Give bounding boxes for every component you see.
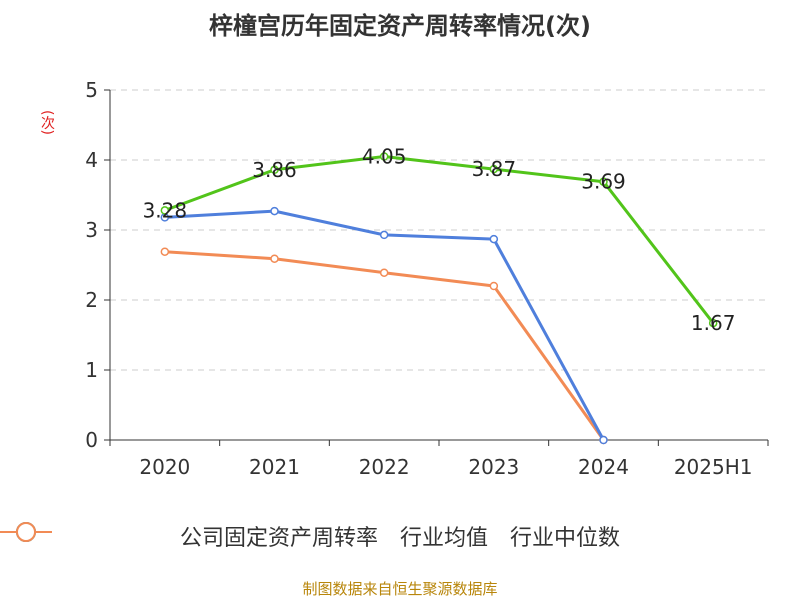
data-point: [160, 247, 170, 256]
data-label: 3.69: [581, 170, 626, 194]
y-tick-label: 5: [85, 78, 98, 102]
data-point: [270, 254, 279, 263]
legend-label-industry-median: 行业中位数: [510, 526, 621, 551]
data-label: 4.05: [362, 145, 407, 169]
data-point: [160, 206, 170, 215]
legend-item-industry-mean[interactable]: 行业均值: [0, 520, 488, 552]
data-point: [489, 164, 499, 174]
data-label: 3.28: [143, 198, 188, 222]
legend-label-industry-mean: 行业均值: [399, 526, 488, 551]
data-point: [379, 152, 389, 161]
x-tick-label: 2022: [359, 455, 410, 479]
series-line-1: [164, 209, 605, 441]
data-label: 3.86: [252, 158, 297, 182]
y-tick-label: 1: [85, 358, 98, 382]
data-label: 1.67: [691, 311, 736, 335]
data-point: [489, 234, 499, 244]
data-source-note: 制图数据来自恒生聚源数据库: [302, 580, 498, 598]
data-point: [379, 230, 389, 240]
y-tick-label: 3: [85, 218, 98, 242]
x-tick-label: 2020: [139, 455, 190, 479]
legend-marker-industry-median: [0, 522, 52, 542]
data-point: [599, 435, 608, 445]
data-point: [599, 177, 608, 186]
y-tick-label: 0: [85, 428, 98, 452]
y-tick-label: 2: [85, 288, 98, 312]
x-tick-label: 2024: [578, 455, 629, 479]
x-tick-label: 2023: [468, 455, 519, 479]
data-point: [489, 281, 499, 291]
y-axis-label: (次): [39, 110, 55, 135]
series-line-0: [164, 155, 715, 325]
data-point: [270, 165, 279, 175]
x-tick-label: 2025H1: [674, 455, 753, 479]
legend-item-company[interactable]: 公司固定资产周转率: [0, 520, 378, 552]
series-line-2: [164, 250, 605, 441]
y-tick-label: 4: [85, 148, 98, 172]
data-label: 3.87: [472, 157, 517, 181]
chart-title: 梓橦宫历年固定资产周转率情况(次): [209, 12, 591, 40]
chart-legend: 公司固定资产周转率 行业均值 行业中位数: [0, 520, 800, 552]
data-point: [270, 206, 279, 216]
legend-item-industry-median[interactable]: 行业中位数: [0, 520, 621, 552]
x-tick-label: 2021: [249, 455, 300, 479]
legend-label-company: 公司固定资产周转率: [179, 526, 378, 551]
data-point: [708, 318, 718, 328]
data-point: [379, 268, 389, 277]
